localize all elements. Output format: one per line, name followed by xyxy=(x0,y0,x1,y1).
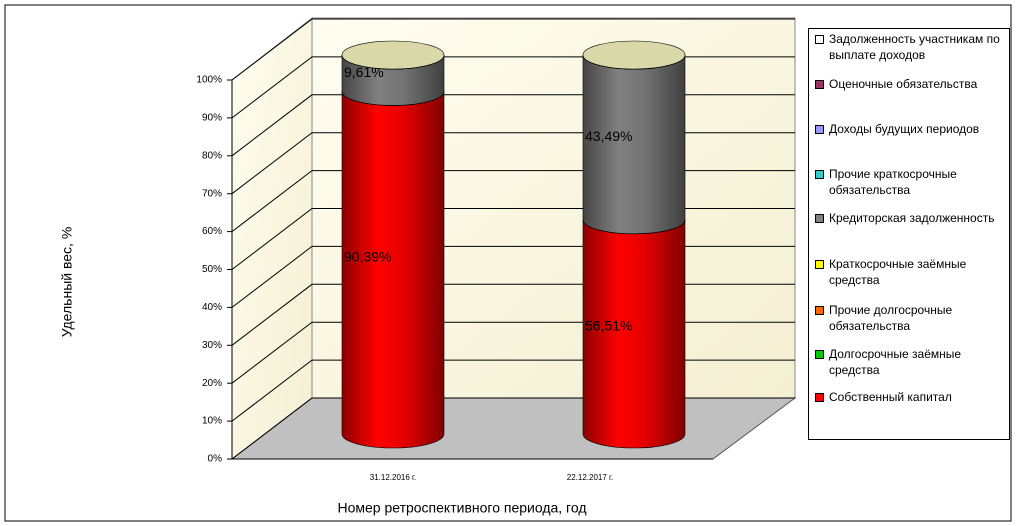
x-axis-label: Номер ретроспективного периода, год xyxy=(337,500,586,516)
legend-item: Краткосрочные заёмные средства xyxy=(815,256,1005,288)
x-tick-label: 31.12.2016 г. xyxy=(370,473,416,482)
legend-swatch xyxy=(815,214,824,223)
legend-label: Собственный капитал xyxy=(829,390,952,404)
value-label: 43,49% xyxy=(585,128,632,144)
legend-swatch xyxy=(815,80,824,89)
grid-line xyxy=(231,18,795,81)
y-axis-label: Удельный вес, % xyxy=(59,227,75,338)
value-label: 56,51% xyxy=(585,318,632,334)
cylinder-top xyxy=(582,40,686,70)
legend-label: Прочие долгосрочные обязательства xyxy=(829,303,953,333)
y-tick-label: 70% xyxy=(202,188,222,199)
legend-item: Прочие краткосрочные обязательства xyxy=(815,166,1005,198)
y-tick-label: 80% xyxy=(202,150,222,161)
y-tick-label: 90% xyxy=(202,113,222,124)
y-tick-label: 50% xyxy=(202,264,222,275)
y-tick-label: 40% xyxy=(202,302,222,313)
legend-swatch xyxy=(815,35,824,44)
frame xyxy=(4,4,1012,522)
legend-item: Задолженность участникам по выплате дохо… xyxy=(815,31,1005,63)
legend-item: Кредиторская задолженность xyxy=(815,210,1005,226)
x-tick-label: 22.12.2017 г. xyxy=(567,473,613,482)
value-label: 90,39% xyxy=(344,248,391,264)
legend-item: Оценочные обязательства xyxy=(815,76,1005,92)
legend-label: Задолженность участникам по выплате дохо… xyxy=(829,32,1000,62)
y-tick-label: 20% xyxy=(202,378,222,389)
legend-swatch xyxy=(815,260,824,269)
y-tick-label: 0% xyxy=(208,454,223,465)
legend-swatch xyxy=(815,393,824,402)
y-tick-label: 60% xyxy=(202,226,222,237)
floor xyxy=(230,397,797,460)
legend-label: Кредиторская задолженность xyxy=(829,211,995,225)
y-tick-label: 10% xyxy=(202,416,222,427)
cylinder-segment xyxy=(582,219,686,449)
legend-item: Доходы будущих периодов xyxy=(815,121,1005,137)
legend-swatch xyxy=(815,306,824,315)
legend-label: Прочие краткосрочные обязательства xyxy=(829,167,957,197)
y-tick-label: 100% xyxy=(196,75,222,86)
cylinder-top xyxy=(341,40,445,70)
cylinder-segment xyxy=(341,91,445,449)
legend: Собственный капитал Долгосрочные заёмные … xyxy=(808,28,1010,440)
legend-item: Прочие долгосрочные обязательства xyxy=(815,302,1005,334)
cylinder-segment xyxy=(582,54,686,235)
legend-label: Краткосрочные заёмные средства xyxy=(829,257,967,287)
legend-swatch xyxy=(815,350,824,359)
legend-label: Долгосрочные заёмные средства xyxy=(829,347,962,377)
y-tick-label: 30% xyxy=(202,340,222,351)
legend-item: Собственный капитал xyxy=(815,389,1005,405)
legend-swatch xyxy=(815,170,824,179)
legend-label: Доходы будущих периодов xyxy=(829,122,980,136)
legend-item: Долгосрочные заёмные средства xyxy=(815,346,1005,378)
legend-swatch xyxy=(815,125,824,134)
legend-label: Оценочные обязательства xyxy=(829,77,978,91)
